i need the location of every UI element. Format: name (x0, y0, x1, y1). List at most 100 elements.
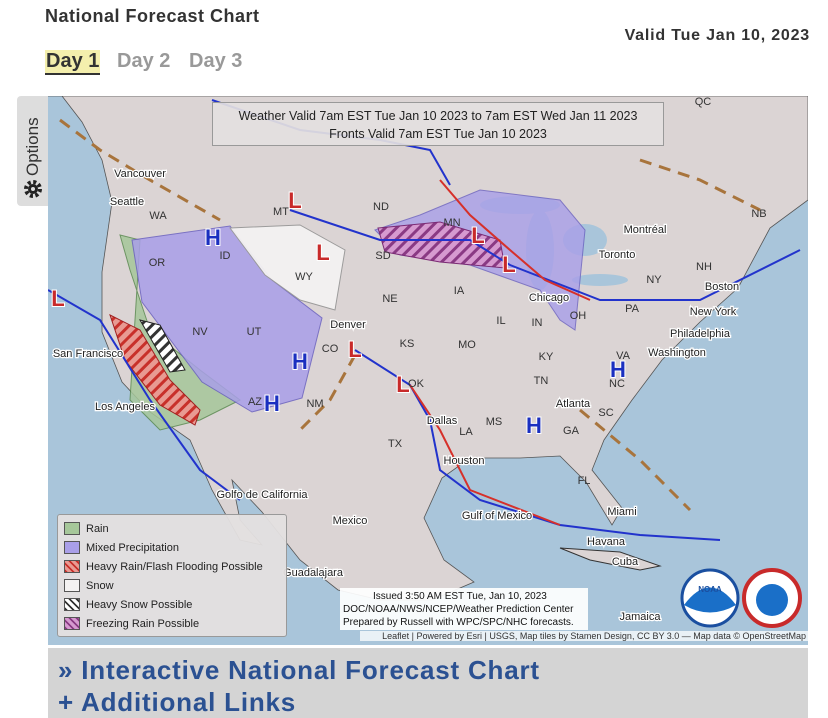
place-label: OK (408, 378, 425, 390)
day-tab[interactable]: Day 1 (45, 50, 101, 75)
pressure-center: L (396, 372, 409, 397)
place-label: CO (322, 343, 339, 355)
place-label: NM (306, 398, 323, 410)
place-label: UT (247, 326, 262, 338)
place-label: MO (458, 339, 476, 351)
place-label: NY (646, 274, 662, 286)
place-label: IL (496, 315, 505, 327)
place-label: MN (443, 217, 460, 229)
place-label: WY (295, 271, 313, 283)
place-label: WA (149, 210, 167, 222)
legend-swatch (64, 617, 80, 630)
issued-box: Issued 3:50 AM EST Tue, Jan 10, 2023 DOC/… (340, 588, 588, 630)
day-tab[interactable]: Day 2 (117, 50, 171, 72)
place-label: QC (695, 96, 712, 108)
valid-date: Valid Tue Jan 10, 2023 (624, 27, 810, 44)
links-bar (48, 648, 808, 718)
pressure-center: L (316, 240, 329, 265)
additional-links[interactable]: + Additional Links (58, 687, 297, 717)
nws-logo (742, 568, 802, 628)
place-label: NV (192, 326, 208, 338)
svg-text:NOAA: NOAA (698, 585, 722, 594)
place-label: GA (563, 425, 580, 437)
pressure-center: H (610, 357, 626, 382)
pressure-center: H (526, 413, 542, 438)
freezing-rain-area (377, 221, 506, 269)
pressure-center: H (205, 225, 221, 250)
lake (572, 274, 628, 286)
place-label: Miami (607, 506, 636, 518)
place-label: PA (625, 303, 640, 315)
page-title: National Forecast Chart (45, 6, 260, 26)
place-label: MT (273, 206, 289, 218)
place-label: TX (388, 438, 403, 450)
place-label: Philadelphia (670, 328, 731, 340)
legend-item: Heavy Snow Possible (64, 595, 280, 614)
place-label: KY (539, 351, 554, 363)
issued-line: Prepared by Russell with WPC/SPC/NHC for… (343, 617, 574, 628)
pressure-center: L (348, 337, 361, 362)
issued-line: DOC/NOAA/NWS/NCEP/Weather Prediction Cen… (343, 604, 574, 615)
map-attribution: Leaflet | Powered by Esri | USGS, Map ti… (360, 631, 808, 641)
place-label: Dallas (427, 415, 458, 427)
legend-label: Snow (86, 579, 114, 592)
place-label: Cuba (612, 556, 639, 568)
place-label: MS (486, 416, 503, 428)
place-label: FL (578, 475, 591, 487)
place-label: Montréal (624, 224, 667, 236)
legend-label: Heavy Rain/Flash Flooding Possible (86, 560, 263, 573)
pressure-center: L (502, 252, 515, 277)
place-label: OH (570, 310, 587, 322)
banner-line: Fronts Valid 7am EST Tue Jan 10 2023 (329, 127, 547, 141)
cold-front (48, 289, 241, 501)
validity-banner: Weather Valid 7am EST Tue Jan 10 2023 to… (212, 102, 664, 146)
legend-item: Rain (64, 519, 280, 538)
place-label: Chicago (529, 292, 569, 304)
place-label: Mexico (333, 515, 368, 527)
place-label: NE (382, 293, 397, 305)
options-tab[interactable]: Options (17, 96, 48, 206)
cuba-land (559, 547, 662, 571)
place-label: TN (534, 375, 549, 387)
place-label: San Francisco (53, 348, 123, 360)
place-label: Jamaica (620, 611, 662, 623)
legend: Rain Mixed Precipitation Heavy Rain/Flash … (57, 514, 287, 637)
legend-item: Heavy Rain/Flash Flooding Possible (64, 557, 280, 576)
snow-area (229, 224, 346, 311)
pressure-center: L (51, 286, 64, 311)
options-label[interactable]: Options (23, 117, 42, 176)
place-label: KS (400, 338, 415, 350)
day-tab[interactable]: Day 3 (189, 50, 243, 72)
trough (298, 354, 357, 432)
place-label: Havana (587, 536, 626, 548)
place-label: Atlanta (556, 398, 591, 410)
warm-front (409, 384, 561, 526)
place-label: Toronto (599, 249, 636, 261)
pressure-center: H (264, 391, 280, 416)
legend-item: Freezing Rain Possible (64, 614, 280, 633)
banner-line: Weather Valid 7am EST Tue Jan 10 2023 to… (238, 109, 638, 123)
legend-swatch (64, 522, 80, 535)
place-label: AZ (248, 396, 262, 408)
interactive-link[interactable]: » Interactive National Forecast Chart (58, 655, 540, 685)
warm-front (439, 179, 591, 301)
place-label: Washington (648, 347, 706, 359)
legend-item: Mixed Precipitation (64, 538, 280, 557)
pressure-center: L (471, 223, 484, 248)
place-label: ND (373, 201, 389, 213)
legend-label: Freezing Rain Possible (86, 617, 200, 630)
place-label: ID (220, 250, 231, 262)
place-label: IA (454, 285, 465, 297)
place-label: NH (696, 261, 712, 273)
place-label: Gulf of Mexico (462, 510, 532, 522)
legend-swatch (64, 560, 80, 573)
place-label: Golfo de California (216, 489, 308, 501)
place-label: LA (459, 426, 473, 438)
place-label: OR (149, 257, 166, 269)
gear-icon[interactable] (22, 178, 44, 200)
noaa-logo: NOAA (680, 568, 740, 628)
place-label: Boston (705, 281, 739, 293)
trough (639, 158, 761, 212)
legend-label: Heavy Snow Possible (86, 598, 193, 611)
